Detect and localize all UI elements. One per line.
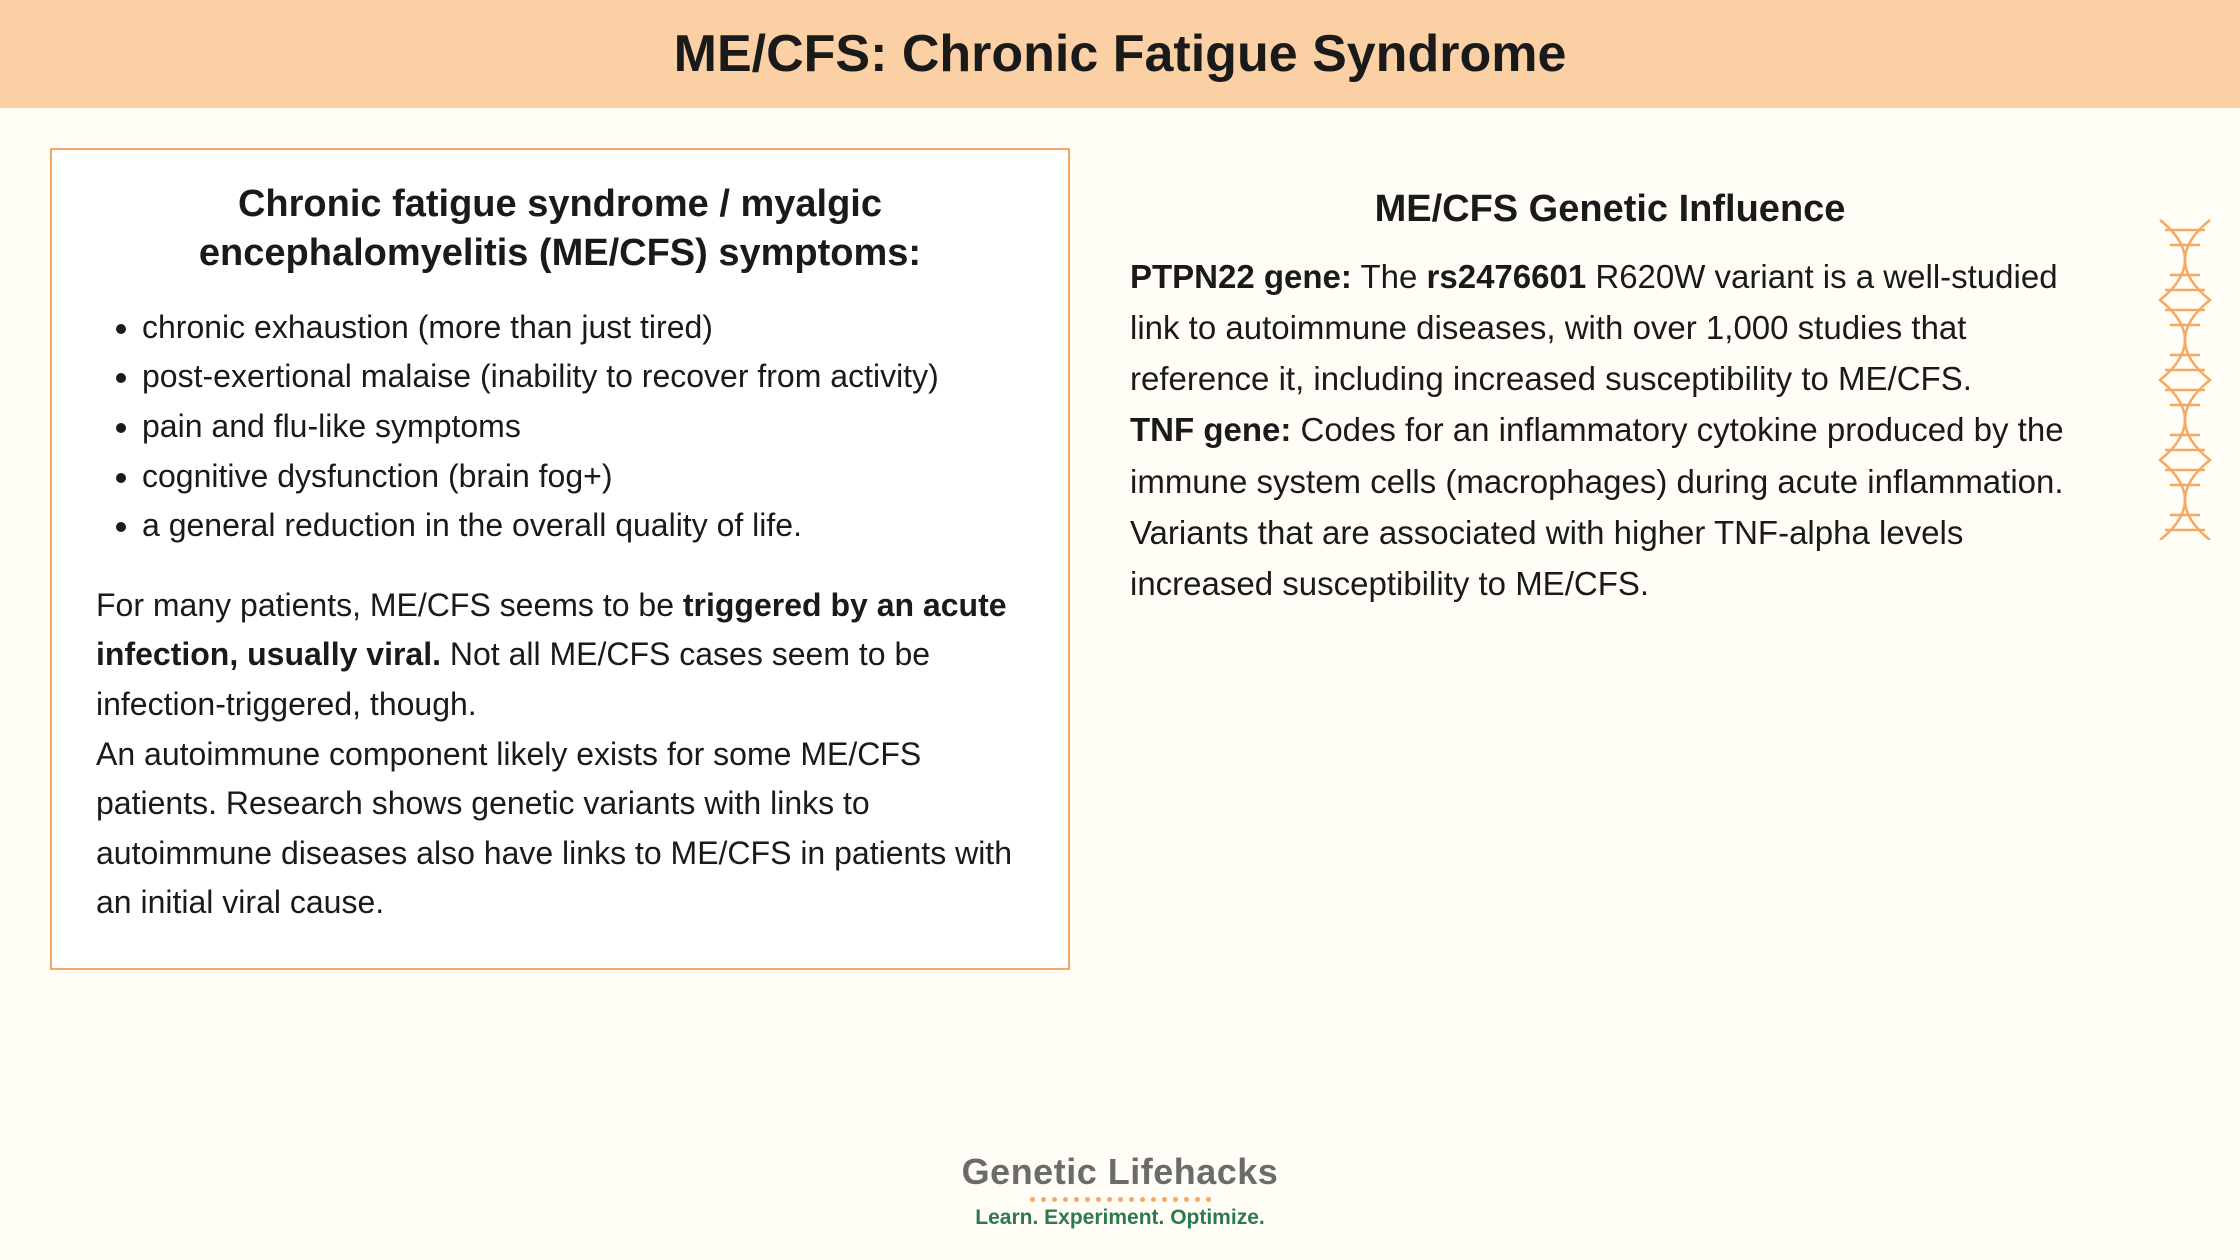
brand-tagline: Learn. Experiment. Optimize. [0,1206,2240,1230]
footer-brand-block: Genetic Lifehacks Learn. Experiment. Opt… [0,1151,2240,1230]
content-area: Chronic fatigue syndrome / myalgic encep… [0,108,2240,970]
gene-para-2: TNF gene: Codes for an inflammatory cyto… [1130,404,2090,609]
header-bar: ME/CFS: Chronic Fatigue Syndrome [0,0,2240,108]
genetic-column: ME/CFS Genetic Influence PTPN22 gene: Th… [1130,148,2190,970]
list-item: post-exertional malaise (inability to re… [142,352,1028,402]
list-item: cognitive dysfunction (brain fog+) [142,452,1028,502]
symptoms-heading: Chronic fatigue syndrome / myalgic encep… [92,180,1028,279]
list-item: pain and flu-like symptoms [142,402,1028,452]
brand-name: Genetic Lifehacks [0,1151,2240,1193]
symptoms-list: chronic exhaustion (more than just tired… [142,303,1028,551]
genetic-heading: ME/CFS Genetic Influence [1130,188,2090,231]
dna-helix-icon [2140,210,2230,545]
symptoms-para-1: For many patients, ME/CFS seems to be tr… [92,581,1028,730]
symptoms-para-2: An autoimmune component likely exists fo… [92,730,1028,928]
list-item: a general reduction in the overall quali… [142,501,1028,551]
page-title: ME/CFS: Chronic Fatigue Syndrome [0,24,2240,84]
brand-dots [0,1197,2240,1202]
gene-para-1: PTPN22 gene: The rs2476601 R620W variant… [1130,251,2090,404]
list-item: chronic exhaustion (more than just tired… [142,303,1028,353]
symptoms-box: Chronic fatigue syndrome / myalgic encep… [50,148,1070,970]
